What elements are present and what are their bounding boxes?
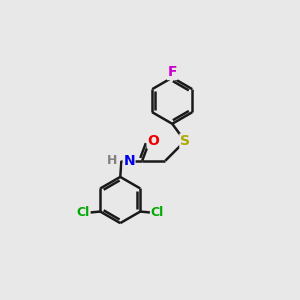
Text: F: F [167,65,177,80]
Text: S: S [180,134,190,148]
Text: N: N [123,154,135,168]
Text: H: H [107,154,117,167]
Text: Cl: Cl [151,206,164,219]
Text: Cl: Cl [77,206,90,219]
Text: O: O [147,134,159,148]
